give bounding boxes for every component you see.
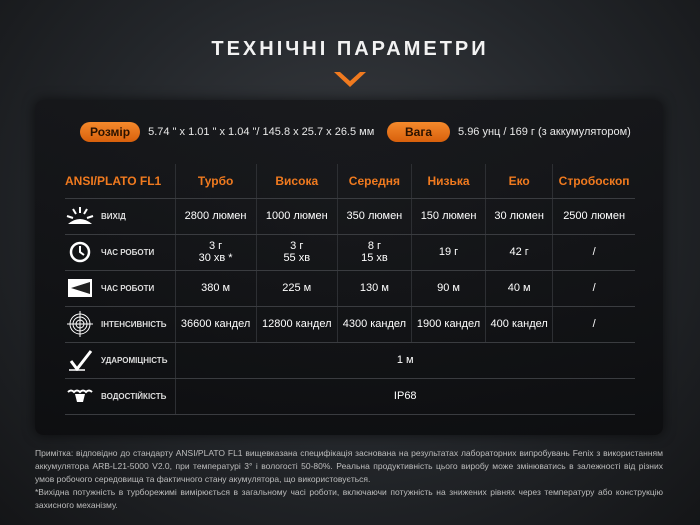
- weight-badge: Вага: [387, 122, 451, 142]
- value-cell: 350 люмен: [336, 198, 412, 235]
- table-row: ВОДОСТІЙКІСТЬ IP68: [65, 378, 635, 415]
- table-row: ЧАС РОБОТИ 380 м 225 м 130 м 90 м 40 м /: [65, 270, 635, 307]
- column-header: Еко: [485, 164, 553, 199]
- row-label-cell: ЧАС РОБОТИ: [65, 270, 175, 307]
- value-cell: 2800 люмен: [174, 198, 257, 235]
- column-header: Турбо: [174, 164, 257, 199]
- row-label: УДАРОМІЦНІСТЬ: [101, 355, 168, 365]
- row-label: ЧАС РОБОТИ: [101, 247, 155, 257]
- light-output-icon: [65, 205, 95, 227]
- page-title: ТЕХНІЧНІ ПАРАМЕТРИ: [211, 38, 489, 60]
- value-cell: 12800 кандел: [255, 306, 338, 343]
- row-label-cell: ВОДОСТІЙКІСТЬ: [65, 378, 175, 415]
- table-row: ІНТЕНСИВНІСТЬ 36600 кандел 12800 кандел 430…: [65, 306, 635, 343]
- table-row: УДАРОМІЦНІСТЬ 1 м: [65, 342, 635, 379]
- water-resistance-icon: [65, 385, 95, 407]
- value-cell: 3 г 30 хв *: [174, 234, 257, 271]
- value-cell: 150 люмен: [410, 198, 486, 235]
- footnote: Примітка: відповідно до стандарту ANSI/P…: [35, 447, 663, 512]
- value-cell: /: [552, 234, 635, 271]
- note-text: *Вихідна потужність в турборежимі вимірю…: [35, 487, 663, 510]
- row-label: ІНТЕНСИВНІСТЬ: [101, 319, 167, 329]
- value-cell: 8 г 15 хв: [336, 234, 412, 271]
- value-cell: 225 м: [255, 270, 338, 307]
- beam-distance-icon: [65, 277, 95, 299]
- chevron-down-icon: [334, 72, 366, 87]
- row-label-cell: УДАРОМІЦНІСТЬ: [65, 342, 175, 379]
- value-cell: 3 г 55 хв: [255, 234, 338, 271]
- value-cell: 1 м: [174, 342, 635, 379]
- row-label: ЧАС РОБОТИ: [101, 283, 155, 293]
- weight-value: 5.96 унц / 169 г (з аккумулятором): [458, 126, 631, 138]
- row-label-cell: ЧАС РОБОТИ: [65, 234, 175, 271]
- column-header: Висока: [255, 164, 338, 199]
- column-header: Середня: [336, 164, 412, 199]
- value-cell: 42 г: [485, 234, 553, 271]
- size-info: Розмір 5.74 " x 1.01 " x 1.04 "/ 145.8 x…: [80, 122, 374, 142]
- value-cell: 1900 кандел: [410, 306, 486, 343]
- value-cell: 19 г: [410, 234, 486, 271]
- row-label-cell: ІНТЕНСИВНІСТЬ: [65, 306, 175, 343]
- weight-info: Вага 5.96 унц / 169 г (з аккумулятором): [387, 122, 631, 142]
- specs-panel: Розмір 5.74 " x 1.01 " x 1.04 "/ 145.8 x…: [35, 100, 663, 435]
- value-cell: 4300 кандел: [336, 306, 412, 343]
- target-intensity-icon: [65, 311, 95, 337]
- value-cell: IP68: [174, 378, 635, 415]
- note-text: Примітка: відповідно до стандарту ANSI/P…: [35, 448, 663, 484]
- standard-header: ANSI/PLATO FL1: [65, 164, 175, 199]
- row-label: ВИХІД: [101, 211, 126, 221]
- table-row: ВИХІД 2800 люмен 1000 люмен 350 люмен 150 лю…: [65, 198, 635, 235]
- value-cell: 36600 кандел: [174, 306, 257, 343]
- value-cell: 400 кандел: [485, 306, 553, 343]
- row-label: ВОДОСТІЙКІСТЬ: [101, 391, 167, 401]
- value-cell: 130 м: [336, 270, 412, 307]
- value-cell: 90 м: [410, 270, 486, 307]
- value-cell: /: [552, 270, 635, 307]
- size-badge: Розмір: [80, 122, 141, 142]
- value-cell: 1000 люмен: [255, 198, 338, 235]
- table-row: ЧАС РОБОТИ 3 г 30 хв * 3 г 55 хв 8 г 15 хв 1…: [65, 234, 635, 271]
- value-cell: /: [552, 306, 635, 343]
- row-label-cell: ВИХІД: [65, 198, 175, 235]
- impact-resistance-icon: [65, 349, 95, 371]
- clock-icon: [65, 241, 95, 263]
- size-value: 5.74 " x 1.01 " x 1.04 "/ 145.8 x 25.7 x…: [148, 126, 375, 138]
- column-header: Стробоскоп: [552, 164, 635, 199]
- specs-table: ANSI/PLATO FL1 Турбо Висока Середня Низька Ек…: [65, 164, 635, 415]
- value-cell: 30 люмен: [485, 198, 553, 235]
- value-cell: 380 м: [174, 270, 257, 307]
- value-cell: 2500 люмен: [552, 198, 635, 235]
- value-cell: 40 м: [485, 270, 553, 307]
- column-header: Низька: [410, 164, 486, 199]
